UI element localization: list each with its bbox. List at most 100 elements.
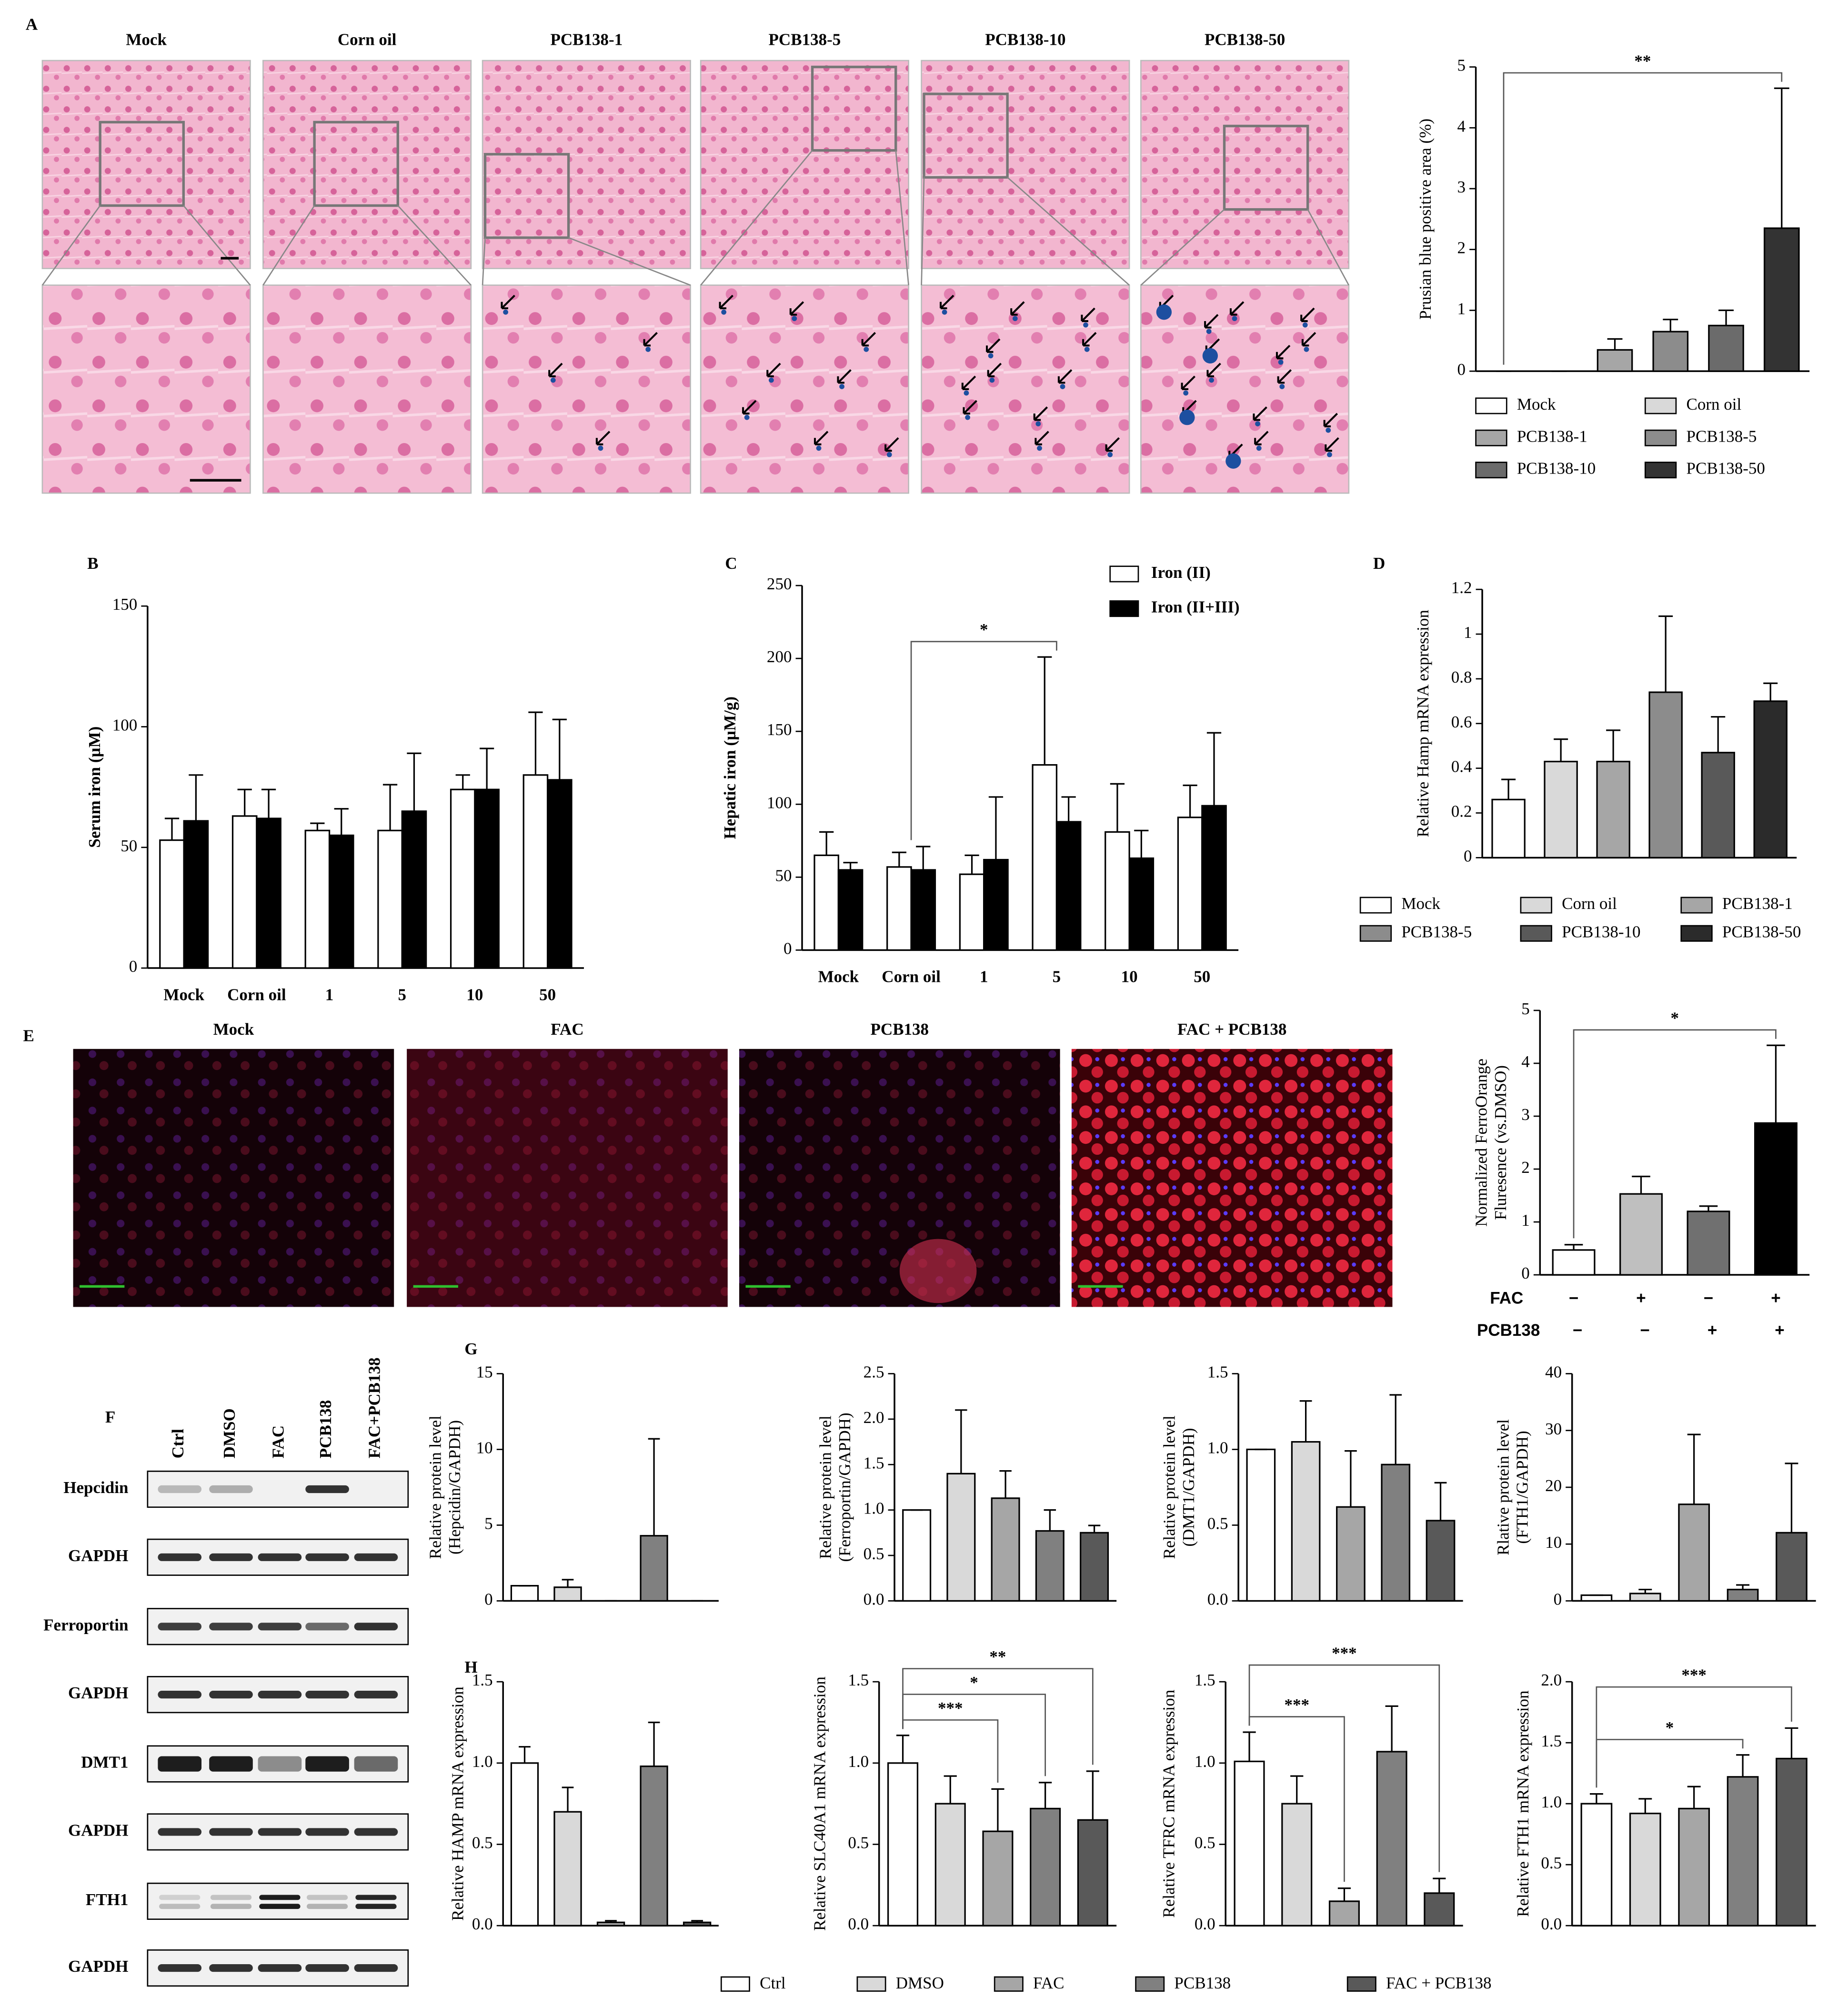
legend-swatch [1475, 429, 1507, 446]
arrow [1033, 406, 1048, 421]
iron-deposit [1326, 427, 1331, 433]
blot-row-label: GAPDH [68, 1957, 128, 1976]
arrow [1276, 344, 1291, 360]
inset-connector [262, 205, 315, 286]
x-tick-label: Corn oil [227, 985, 286, 1004]
bar [1128, 857, 1155, 951]
arrow [1254, 431, 1269, 445]
bar [1678, 1503, 1710, 1602]
blot-band [258, 1964, 302, 1972]
error-bar [896, 1735, 910, 1763]
arrow [1105, 437, 1120, 452]
condition-sign: − [1704, 1289, 1713, 1307]
condition-sign: + [1775, 1321, 1784, 1340]
legend-swatch [1520, 925, 1552, 942]
error-bar [1345, 1450, 1357, 1507]
bar [1080, 1532, 1109, 1602]
y-axis-label: (Ferroportin/GAPDH) [835, 1413, 854, 1562]
arrow [884, 437, 899, 452]
iron-deposit [1256, 445, 1262, 451]
legend-label: PCB138-1 [1517, 427, 1587, 445]
condition-sign: + [1771, 1289, 1780, 1307]
iron-deposit [1037, 445, 1042, 451]
bar [946, 1473, 976, 1602]
y-tick-label: 0.0 [1195, 1915, 1215, 1933]
y-tick-label: 0.5 [848, 1833, 869, 1852]
lane-label: PCB138 [316, 1400, 335, 1459]
condition-sign: − [1640, 1321, 1649, 1340]
y-tick-label: 10 [1545, 1533, 1562, 1552]
bar [450, 788, 476, 969]
arrow [766, 363, 781, 377]
iron-deposit [598, 445, 603, 451]
error-bar [1183, 784, 1197, 817]
significance-bracket [1573, 1029, 1777, 1239]
y-axis-label: (FTH1/GAPDH) [1513, 1431, 1532, 1544]
legend-label: PCB138-5 [1687, 427, 1757, 445]
y-tick-label: 0.5 [1207, 1514, 1228, 1533]
arrow [1325, 437, 1339, 452]
iron-deposit [1278, 359, 1284, 365]
legend-label: PCB138-50 [1722, 922, 1801, 941]
error-bar [1699, 1205, 1718, 1211]
inset-box [313, 121, 399, 207]
error-bar [552, 718, 567, 780]
legend-label: Mock [1401, 894, 1440, 913]
error-bar [1299, 1400, 1312, 1442]
micrograph-title: Mock [213, 1020, 254, 1039]
error-bar [1785, 1463, 1798, 1533]
y-tick-label: 0 [1554, 1590, 1562, 1608]
bar [377, 829, 403, 969]
arrow [501, 294, 515, 310]
bar [1629, 1812, 1661, 1927]
legend-label: PCB138-50 [1687, 459, 1765, 478]
bar [304, 829, 331, 969]
blot-band [354, 1623, 398, 1631]
y-tick-label: 1.5 [1541, 1732, 1562, 1750]
arrow [1010, 301, 1025, 316]
y-tick-label: 1.5 [472, 1671, 493, 1689]
bar [553, 1811, 582, 1927]
y-tick-label: 5 [1521, 999, 1530, 1018]
legend-label: PCB138-5 [1401, 922, 1472, 941]
error-bar [1785, 1727, 1798, 1759]
legend-swatch [1680, 925, 1713, 942]
bar [1597, 349, 1633, 372]
error-bar [1632, 1175, 1650, 1194]
error-bar [988, 796, 1004, 860]
blot-row-label: GAPDH [68, 1821, 128, 1839]
inset-connector [1307, 209, 1350, 286]
bar [1753, 700, 1788, 858]
x-tick-label: 1 [325, 985, 334, 1004]
micrograph-zoom [1140, 284, 1350, 494]
blot-row-label: Ferroportin [43, 1615, 128, 1634]
legend-swatch [1135, 1976, 1165, 1992]
blot-row-label: DMT1 [81, 1753, 128, 1772]
x-tick-label: Mock [163, 985, 204, 1004]
y-tick-label: 15 [476, 1363, 493, 1382]
blot-band [258, 1553, 302, 1561]
bar [934, 1803, 966, 1927]
legend-swatch [1109, 565, 1139, 583]
micrograph-zoom [482, 284, 691, 494]
arrow [789, 301, 804, 316]
arrow [861, 332, 876, 347]
legend-label: Iron (II+III) [1151, 598, 1240, 616]
y-tick-label: 100 [767, 793, 792, 812]
blot-band [210, 1895, 252, 1900]
panel-letter: G [464, 1340, 477, 1358]
iron-deposit [645, 346, 651, 352]
y-tick-label: 2.0 [864, 1408, 884, 1427]
bar [959, 873, 985, 951]
error-bar [1763, 682, 1778, 701]
iron-deposit [1202, 348, 1218, 363]
legend-label: Corn oil [1562, 894, 1617, 913]
significance-label: *** [1284, 1695, 1309, 1714]
error-bar [843, 862, 858, 870]
inset-connector [568, 237, 691, 286]
micrograph [1140, 60, 1350, 269]
iron-deposit [1035, 421, 1041, 426]
error-bar [1337, 1887, 1351, 1901]
blot-band [305, 1623, 349, 1631]
error-bar [944, 1775, 957, 1804]
